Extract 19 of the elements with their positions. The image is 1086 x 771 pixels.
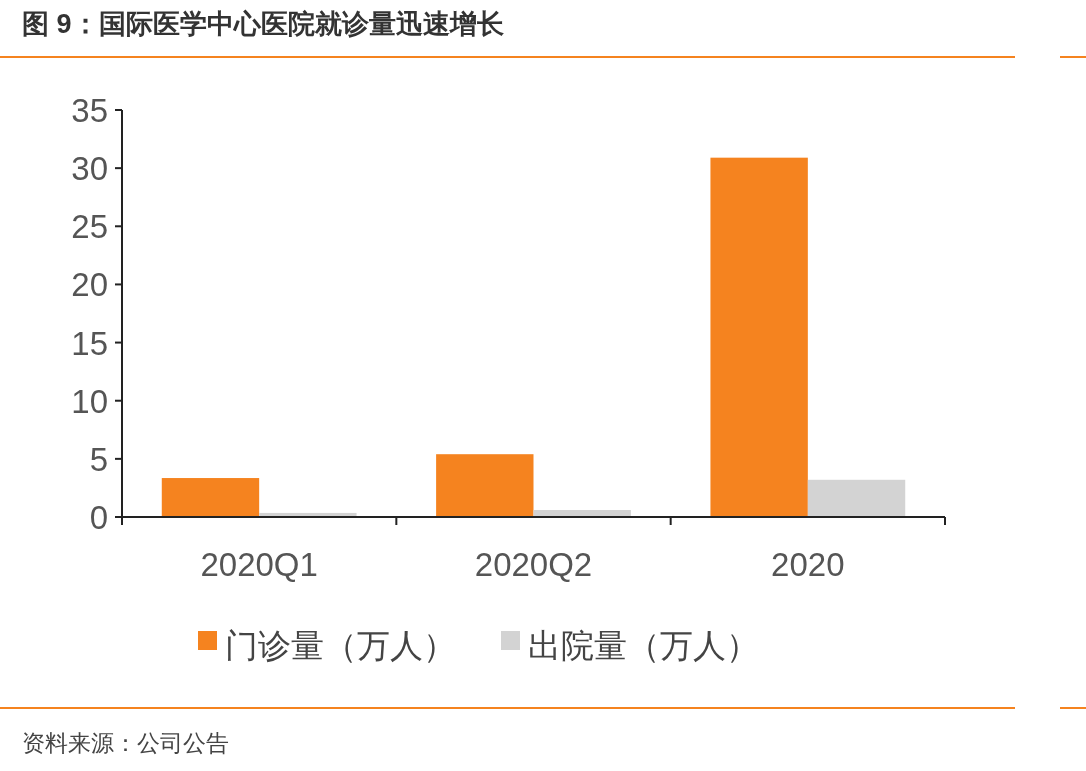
text: 资料来源：公司公告	[22, 730, 229, 756]
y-tick-label: 30	[71, 150, 108, 188]
bar	[710, 157, 808, 517]
x-tick-label: 2020	[771, 546, 845, 583]
x-tick-label: 2020Q2	[474, 546, 593, 583]
bar	[807, 479, 906, 517]
bar	[161, 478, 260, 517]
legend-label: 门诊量（万人）	[225, 627, 456, 664]
y-tick-label: 0	[89, 499, 108, 536]
x-tick-label: 2020Q1	[200, 546, 318, 583]
chart-title: 图 9：国际医学中心医院就诊量迅速增长	[22, 9, 504, 39]
y-tick-label: 5	[89, 440, 108, 478]
y-tick-label: 10	[71, 382, 108, 420]
legend-label: 出院量（万人）	[528, 627, 759, 664]
y-tick-label: 25	[71, 208, 108, 246]
y-tick-label: 35	[71, 92, 108, 129]
y-tick-label: 20	[71, 266, 108, 304]
bar	[436, 454, 534, 517]
y-tick-label: 15	[71, 324, 108, 362]
